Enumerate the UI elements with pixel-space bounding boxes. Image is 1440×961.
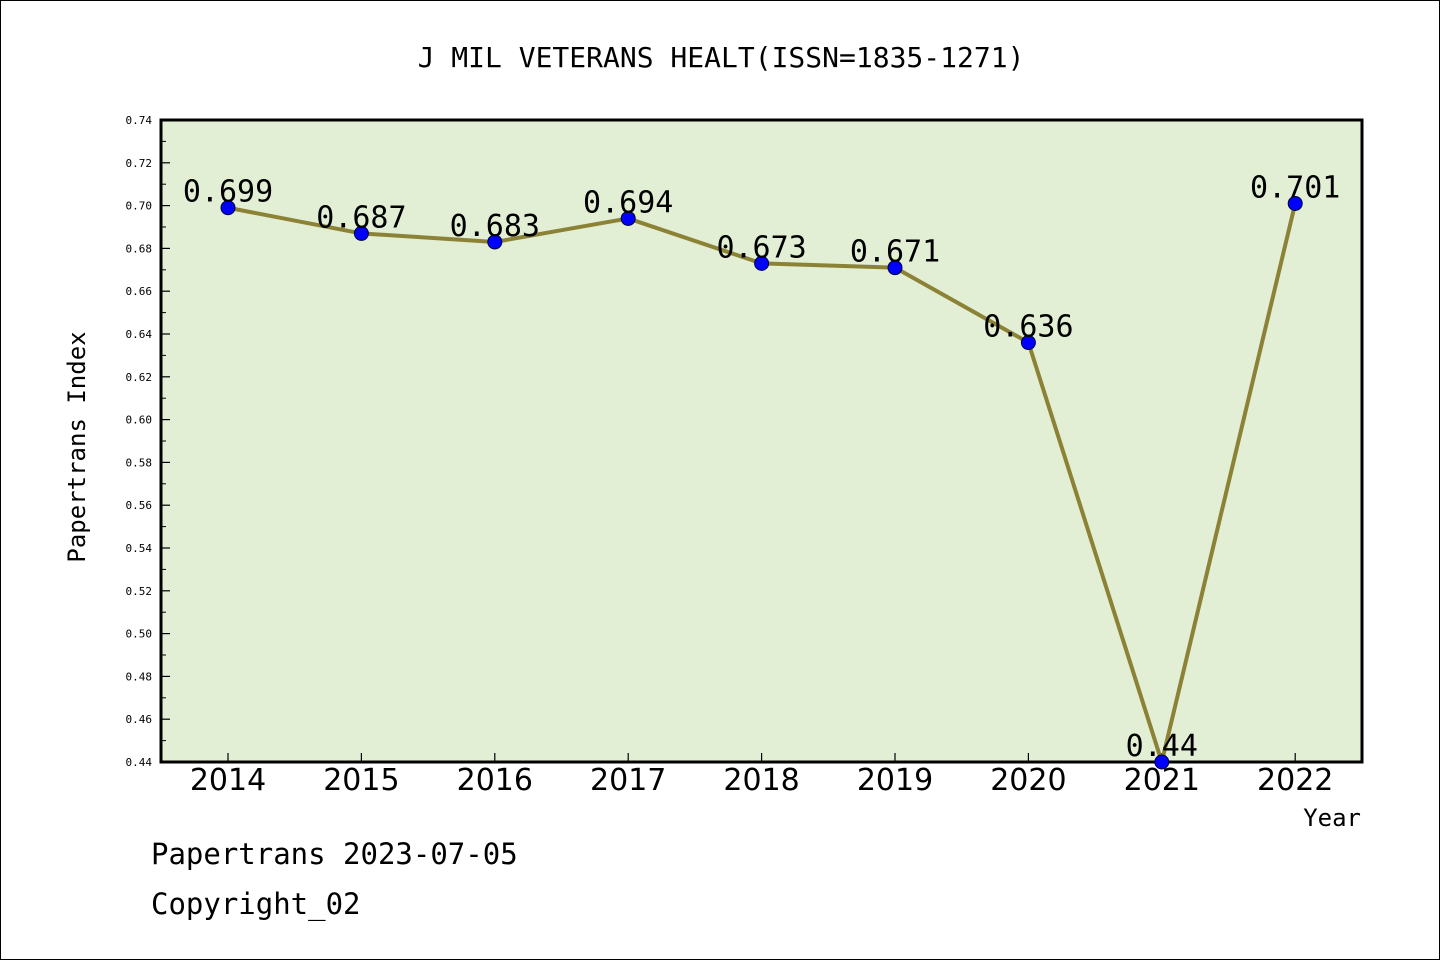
x-tick-label: 2016 — [457, 763, 533, 798]
y-tick-label: 0.72 — [126, 157, 153, 170]
data-point — [620, 210, 636, 226]
data-point — [754, 255, 770, 271]
y-tick-label: 0.66 — [126, 285, 153, 298]
y-tick-label: 0.54 — [126, 542, 153, 555]
y-axis: 0.44 0.46 0.48 0.50 0.52 0.54 0.56 0.58 0.60 0.62… — [126, 114, 170, 769]
data-point — [1020, 335, 1036, 351]
y-tick-label: 0.70 — [126, 200, 153, 213]
x-tick-label: 2017 — [590, 763, 666, 798]
x-tick-label: 2015 — [323, 763, 399, 798]
x-tick-label: 2014 — [190, 763, 266, 798]
x-tick-label: 2020 — [990, 763, 1066, 798]
data-label: 0.636 — [983, 310, 1073, 345]
y-tick-label: 0.74 — [126, 114, 153, 127]
x-tick-label: 2019 — [857, 763, 933, 798]
series: 0.699 0.687 0.683 0.694 0.673 0.671 0.636 0.44 0… — [183, 170, 1340, 770]
y-tick-label: 0.62 — [126, 371, 153, 384]
data-label: 0.44 — [1126, 729, 1198, 764]
y-tick-label: 0.68 — [126, 242, 153, 255]
y-tick-label: 0.64 — [126, 328, 153, 341]
data-point — [487, 234, 503, 250]
y-axis-title: Papertrans Index — [63, 331, 91, 562]
footer-copyright: Copyright_02 — [151, 887, 361, 921]
data-label: 0.694 — [583, 185, 673, 220]
data-label: 0.673 — [716, 230, 806, 265]
y-tick-label: 0.46 — [126, 713, 153, 726]
x-axis: 2014 2015 2016 2017 2018 2019 2020 2021 2022 — [190, 753, 1333, 798]
data-label: 0.671 — [850, 235, 940, 270]
y-tick-label: 0.60 — [126, 414, 153, 427]
data-point — [220, 200, 236, 216]
y-tick-label: 0.48 — [126, 670, 153, 683]
data-label: 0.683 — [450, 209, 540, 244]
y-tick-label: 0.56 — [126, 499, 153, 512]
data-point — [1154, 754, 1170, 770]
data-point — [1287, 195, 1303, 211]
data-point — [887, 260, 903, 276]
data-label: 0.701 — [1250, 170, 1340, 205]
data-label: 0.699 — [183, 175, 273, 210]
y-tick-label: 0.52 — [126, 585, 153, 598]
footer-date: Papertrans 2023-07-05 — [151, 837, 518, 871]
data-point — [353, 225, 369, 241]
chart-title: J MIL VETERANS HEALT(ISSN=1835-1271) — [418, 41, 1025, 74]
y-tick-label: 0.44 — [126, 756, 153, 769]
x-tick-label: 2018 — [723, 763, 799, 798]
x-tick-label: 2022 — [1257, 763, 1333, 798]
x-axis-title: Year — [1303, 804, 1361, 832]
y-tick-label: 0.50 — [126, 628, 153, 641]
data-label: 0.687 — [316, 200, 406, 235]
y-tick-label: 0.58 — [126, 456, 153, 469]
